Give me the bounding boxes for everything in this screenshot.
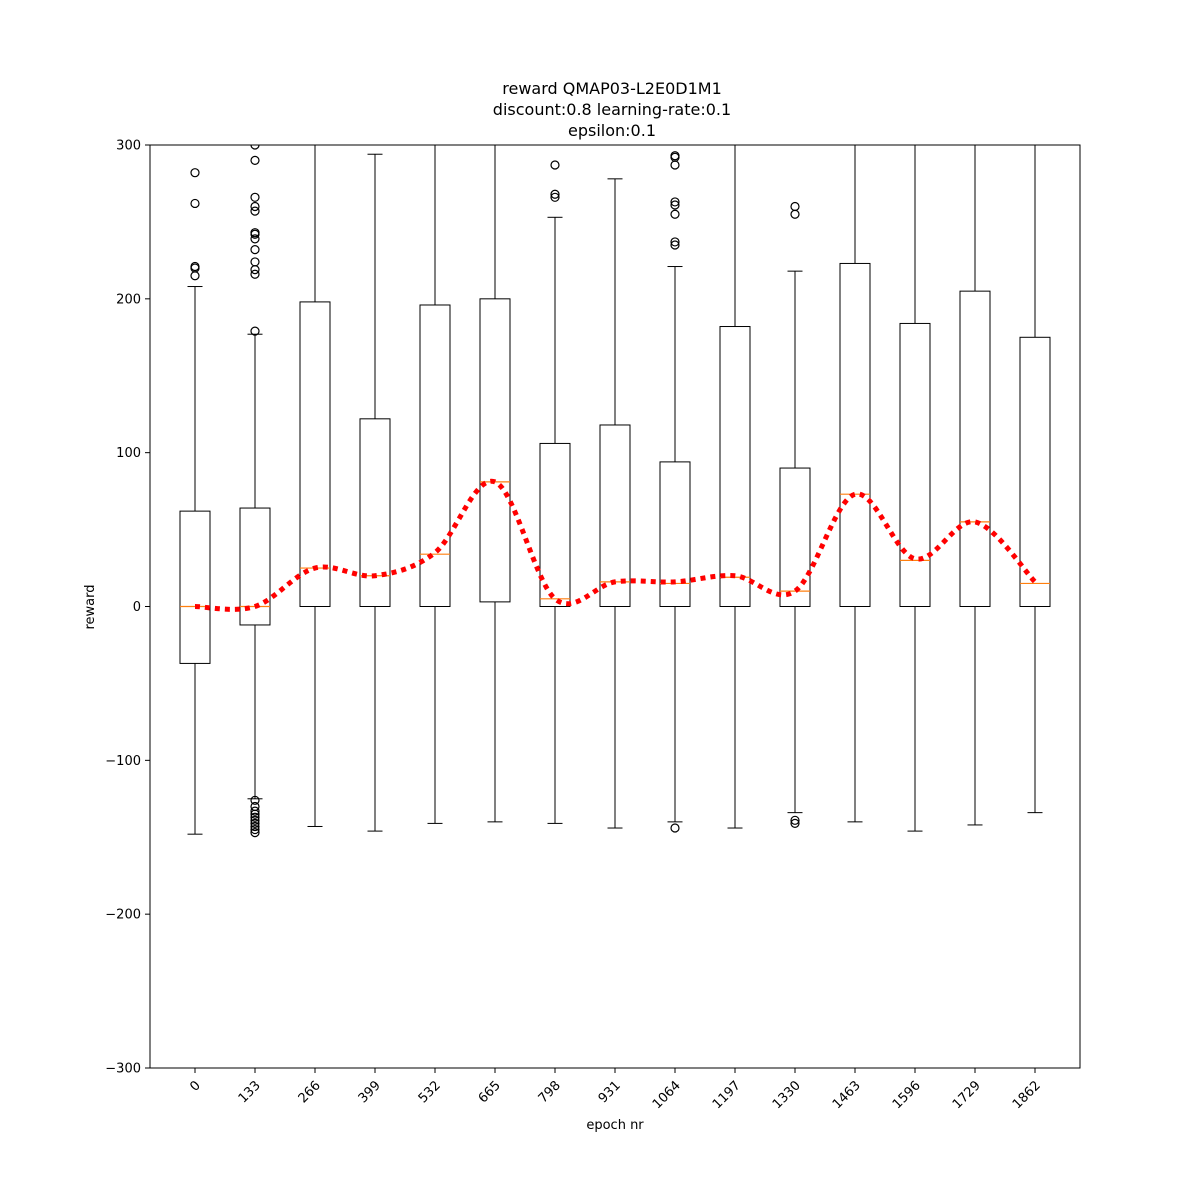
flier xyxy=(250,192,260,202)
box-665 xyxy=(479,145,511,823)
box-266 xyxy=(299,145,331,827)
flier xyxy=(670,160,680,170)
flier xyxy=(250,155,260,165)
flier xyxy=(250,795,260,805)
box-iqr xyxy=(299,301,331,607)
box-1197 xyxy=(719,145,751,829)
flier xyxy=(670,240,680,250)
flier xyxy=(190,168,200,178)
y-axis: −300 −200 −100 0 100 200 300 xyxy=(105,139,150,1077)
flier xyxy=(670,823,680,833)
flier xyxy=(250,824,260,835)
box-iqr xyxy=(779,467,811,607)
box-931 xyxy=(599,178,631,829)
chart-title-line-1: reward QMAP03-L2E0D1M1 xyxy=(502,79,722,98)
flier xyxy=(250,229,260,239)
box-1064 xyxy=(659,151,691,833)
box-1330 xyxy=(779,201,811,829)
y-tick-label: −100 xyxy=(105,754,141,769)
box-iqr xyxy=(959,290,991,607)
flier xyxy=(250,206,260,216)
flier xyxy=(250,269,260,279)
flier xyxy=(550,189,560,199)
flier xyxy=(670,209,680,219)
flier xyxy=(250,821,260,832)
box-iqr xyxy=(659,461,691,607)
flier xyxy=(250,818,260,829)
flier xyxy=(250,145,260,150)
flier xyxy=(550,192,560,202)
box-iqr xyxy=(179,510,211,664)
flier xyxy=(250,326,260,336)
flier xyxy=(790,815,800,825)
chart-title-line-3: epsilon:0.1 xyxy=(568,121,656,140)
flier xyxy=(670,237,680,247)
box-iqr xyxy=(899,322,931,607)
flier xyxy=(250,812,260,822)
y-tick-label: −200 xyxy=(105,908,141,923)
plot-area xyxy=(179,145,1051,838)
flier xyxy=(190,271,200,281)
y-tick-label: 0 xyxy=(133,600,141,615)
box-iqr xyxy=(1019,336,1051,607)
flier xyxy=(250,234,260,244)
box-iqr xyxy=(719,326,751,607)
flier xyxy=(250,828,260,838)
flier xyxy=(250,809,260,819)
flier xyxy=(790,818,800,829)
y-tick-label: 300 xyxy=(116,139,141,154)
box-iqr xyxy=(479,298,511,603)
y-axis-label: reward xyxy=(83,584,98,629)
box-798 xyxy=(539,160,571,824)
flier xyxy=(250,245,260,255)
box-1596 xyxy=(899,145,931,832)
flier xyxy=(250,815,260,825)
box-iqr xyxy=(419,304,451,607)
flier xyxy=(190,198,200,209)
chart-title-line-2: discount:0.8 learning-rate:0.1 xyxy=(493,100,731,119)
mean-line xyxy=(194,478,1037,612)
flier xyxy=(670,200,680,210)
box-iqr xyxy=(239,507,271,626)
x-axis-label: epoch nr xyxy=(586,1118,644,1133)
box-1862 xyxy=(1019,145,1051,814)
box-iqr xyxy=(539,442,571,608)
boxplot-group xyxy=(179,145,1051,838)
box-0 xyxy=(179,168,211,835)
flier xyxy=(790,209,800,219)
y-tick-label: −300 xyxy=(105,1062,141,1077)
box-532 xyxy=(419,145,451,824)
flier xyxy=(670,197,680,207)
y-tick-label: 100 xyxy=(116,446,141,461)
flier xyxy=(250,265,260,275)
flier xyxy=(550,160,560,170)
box-1729 xyxy=(959,145,991,826)
flier xyxy=(250,201,260,212)
flier xyxy=(250,806,260,816)
box-iqr xyxy=(839,262,871,607)
box-iqr xyxy=(359,418,391,607)
box-iqr xyxy=(599,424,631,607)
y-tick-label: 200 xyxy=(116,292,141,307)
